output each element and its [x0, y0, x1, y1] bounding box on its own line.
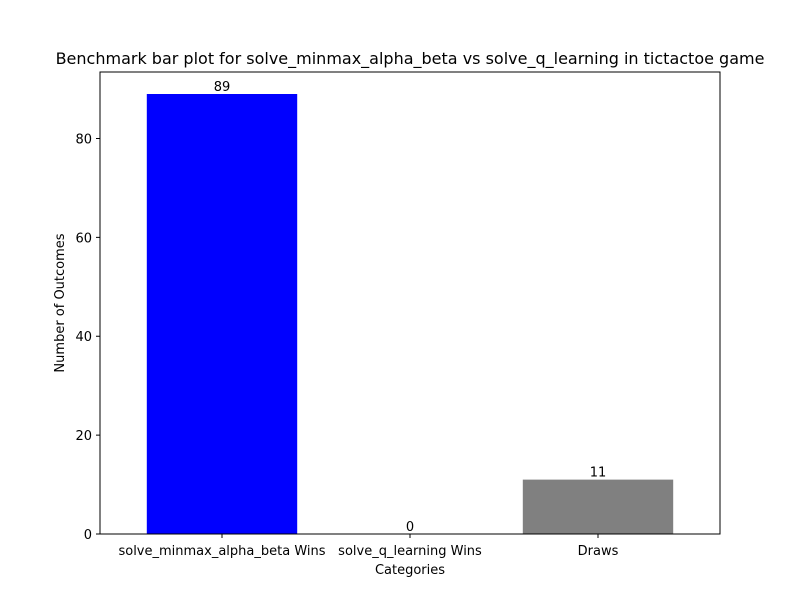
y-axis-label: Number of Outcomes [53, 233, 68, 372]
x-tick-label-2: Draws [578, 544, 619, 559]
data-label-2: 11 [590, 466, 607, 481]
chart-title: Benchmark bar plot for solve_minmax_alph… [56, 49, 765, 69]
y-tick-label-3: 60 [75, 231, 92, 246]
y-tick-label-2: 40 [75, 330, 92, 345]
bar-0 [146, 94, 298, 534]
bar-2 [522, 479, 674, 534]
data-label-1: 0 [406, 520, 414, 535]
x-tick-label-0: solve_minmax_alpha_beta Wins [118, 544, 325, 559]
bars-group [146, 94, 674, 534]
y-axis: 0 20 40 60 80 [75, 132, 100, 543]
data-label-0: 89 [214, 80, 231, 95]
y-tick-label-4: 80 [75, 132, 92, 147]
x-axis: solve_minmax_alpha_beta Wins solve_q_lear… [118, 534, 619, 559]
x-tick-label-1: solve_q_learning Wins [338, 544, 482, 559]
data-labels-group: 89 0 11 [214, 80, 607, 535]
x-axis-label: Categories [375, 563, 445, 578]
y-tick-label-1: 20 [75, 429, 92, 444]
y-tick-label-0: 0 [84, 528, 92, 543]
